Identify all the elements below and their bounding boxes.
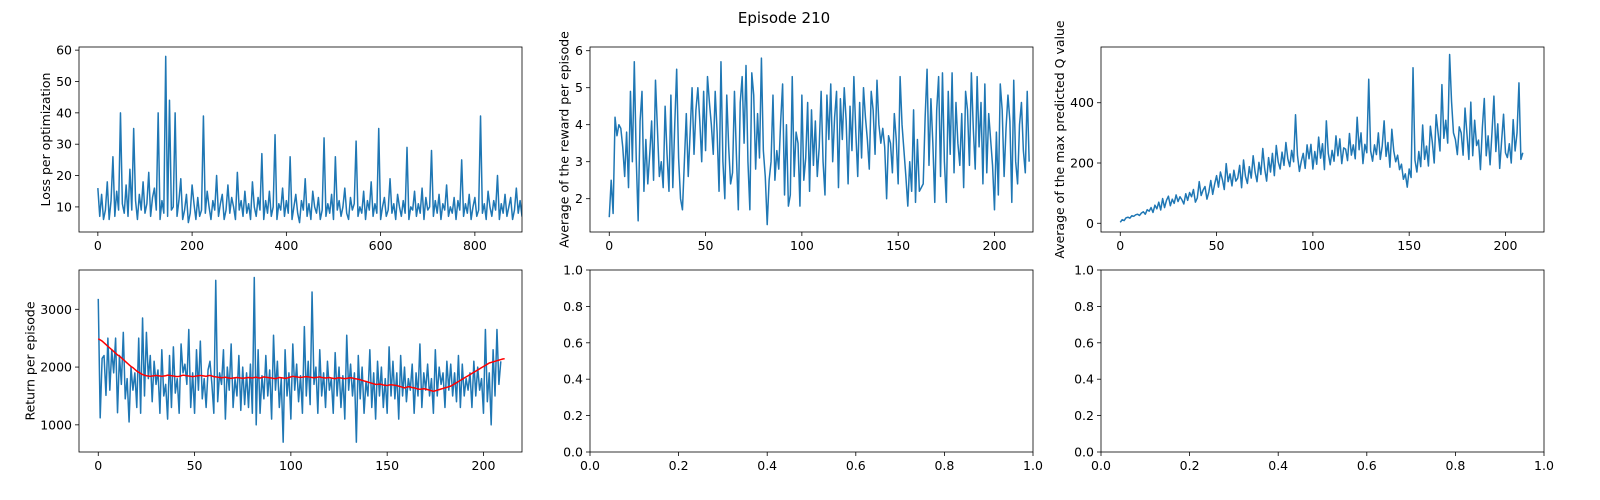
series-line-1 bbox=[1119, 53, 1524, 223]
x-tick-label: 0 bbox=[1116, 238, 1124, 253]
y-tick-label: 2 bbox=[575, 191, 583, 206]
x-tick-label: 100 bbox=[279, 458, 303, 473]
y-axis-label: Average of the reward per episode bbox=[556, 31, 571, 248]
y-tick-label: 60 bbox=[56, 43, 72, 58]
y-tick-label: 30 bbox=[56, 137, 72, 152]
x-tick-label: 0.2 bbox=[669, 458, 689, 473]
y-tick-label: 20 bbox=[56, 168, 72, 183]
x-tick-label: 0.6 bbox=[846, 458, 866, 473]
y-tick-label: 3000 bbox=[40, 302, 72, 317]
x-tick-label: 0 bbox=[94, 458, 102, 473]
y-tick-label: 0 bbox=[1086, 216, 1094, 231]
series-line-1 bbox=[608, 57, 1030, 226]
subplot-6: 0.0 0.2 0.4 0.6 0.8 1.0 0.0 0.2 0.4 0.6 0.8 1.0 bbox=[1074, 263, 1554, 474]
plot-area bbox=[1119, 53, 1524, 223]
x-tick-label: 50 bbox=[698, 238, 714, 253]
y-tick-label: 0.4 bbox=[563, 372, 583, 387]
y-tick-label: 0.0 bbox=[563, 445, 583, 460]
x-tick-label: 0.4 bbox=[1268, 458, 1288, 473]
y-tick-label: 1.0 bbox=[563, 263, 583, 278]
y-tick-label: 0.8 bbox=[563, 299, 583, 314]
x-tick-label: 0.6 bbox=[1357, 458, 1377, 473]
y-tick-label: 50 bbox=[56, 74, 72, 89]
x-tick-label: 0.0 bbox=[1091, 458, 1111, 473]
x-tick-label: 0.8 bbox=[934, 458, 954, 473]
y-tick-label: 0.4 bbox=[1074, 372, 1094, 387]
axes-frame bbox=[1100, 269, 1545, 453]
axes-frame bbox=[78, 46, 523, 233]
x-tick-label: 800 bbox=[463, 238, 487, 253]
x-tick-label: 0.0 bbox=[580, 458, 600, 473]
subplot-5: 0.0 0.2 0.4 0.6 0.8 1.0 0.0 0.2 0.4 0.6 0.8 1.0 bbox=[563, 263, 1043, 474]
x-tick-label: 0 bbox=[94, 238, 102, 253]
y-tick-label: 0.8 bbox=[1074, 299, 1094, 314]
plot-area bbox=[97, 55, 522, 224]
x-tick-label: 50 bbox=[187, 458, 203, 473]
series-line-2 bbox=[97, 338, 505, 393]
axes-frame bbox=[1100, 46, 1545, 233]
y-tick-label: 1000 bbox=[40, 417, 72, 432]
x-tick-label: 0.8 bbox=[1445, 458, 1465, 473]
y-tick-label: 6 bbox=[575, 43, 583, 58]
subplot-2: 0 50 100 150 200 2 3 4 5 6 Average of the reward p… bbox=[556, 31, 1034, 253]
x-tick-label: 100 bbox=[1301, 238, 1325, 253]
y-tick-label: 5 bbox=[575, 80, 583, 95]
x-tick-label: 150 bbox=[375, 458, 399, 473]
y-tick-label: 40 bbox=[56, 105, 72, 120]
axes-frame bbox=[589, 269, 1034, 453]
x-tick-label: 100 bbox=[790, 238, 814, 253]
x-tick-label: 200 bbox=[472, 458, 496, 473]
y-tick-label: 10 bbox=[56, 199, 72, 214]
y-axis-label: Average of the max predicted Q value bbox=[1052, 20, 1067, 259]
y-tick-label: 0.6 bbox=[563, 335, 583, 350]
y-tick-label: 2000 bbox=[40, 360, 72, 375]
x-tick-label: 0.2 bbox=[1180, 458, 1200, 473]
x-tick-label: 50 bbox=[1209, 238, 1225, 253]
x-tick-label: 600 bbox=[369, 238, 393, 253]
figure-title: Episode 210 bbox=[738, 9, 830, 27]
y-tick-label: 200 bbox=[1070, 156, 1094, 171]
y-axis-label: Loss per optimization bbox=[38, 73, 53, 207]
y-tick-label: 4 bbox=[575, 117, 583, 132]
x-tick-label: 150 bbox=[1397, 238, 1421, 253]
y-tick-label: 0.2 bbox=[563, 408, 583, 423]
y-tick-label: 400 bbox=[1070, 95, 1094, 110]
axes-frame bbox=[78, 269, 523, 453]
x-tick-label: 0 bbox=[605, 238, 613, 253]
series-line-1 bbox=[97, 276, 502, 443]
x-tick-label: 1.0 bbox=[1023, 458, 1043, 473]
x-tick-label: 200 bbox=[180, 238, 204, 253]
x-tick-label: 0.4 bbox=[757, 458, 777, 473]
x-tick-label: 200 bbox=[983, 238, 1007, 253]
x-tick-label: 1.0 bbox=[1534, 458, 1554, 473]
y-tick-label: 0.0 bbox=[1074, 445, 1094, 460]
axes-frame bbox=[589, 46, 1034, 233]
y-tick-label: 0.6 bbox=[1074, 335, 1094, 350]
series-line-1 bbox=[97, 55, 522, 224]
plot-area bbox=[608, 57, 1030, 226]
y-tick-label: 1.0 bbox=[1074, 263, 1094, 278]
x-tick-label: 200 bbox=[1494, 238, 1518, 253]
y-tick-label: 3 bbox=[575, 154, 583, 169]
x-tick-label: 400 bbox=[274, 238, 298, 253]
x-tick-label: 150 bbox=[886, 238, 910, 253]
y-tick-label: 0.2 bbox=[1074, 408, 1094, 423]
plot-area bbox=[97, 276, 505, 443]
y-axis-label: Return per episode bbox=[23, 301, 38, 420]
